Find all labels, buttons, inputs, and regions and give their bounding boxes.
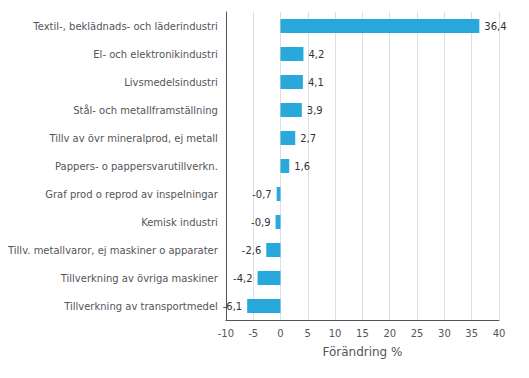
svg-text:El- och elektronikindustri: El- och elektronikindustri	[93, 49, 218, 60]
svg-text:-0,7: -0,7	[252, 189, 272, 200]
svg-text:36,4: 36,4	[484, 21, 506, 32]
svg-text:Graf prod o reprod av inspelni: Graf prod o reprod av inspelningar	[45, 189, 219, 200]
svg-text:35: 35	[465, 328, 478, 339]
svg-text:Tillverkning av övriga maskine: Tillverkning av övriga maskiner	[60, 273, 219, 284]
svg-text:4,1: 4,1	[308, 77, 324, 88]
svg-text:25: 25	[411, 328, 424, 339]
svg-text:Tillv av övr mineralprod, ej m: Tillv av övr mineralprod, ej metall	[48, 133, 217, 144]
svg-text:10: 10	[329, 328, 342, 339]
svg-text:Pappers- o pappersvarutillverk: Pappers- o pappersvarutillverkn.	[55, 161, 218, 172]
svg-text:20: 20	[383, 328, 396, 339]
svg-text:-2,6: -2,6	[242, 245, 262, 256]
svg-text:-10: -10	[218, 328, 234, 339]
svg-text:-5: -5	[248, 328, 258, 339]
svg-text:-6,1: -6,1	[223, 301, 243, 312]
svg-text:5: 5	[305, 328, 311, 339]
svg-text:2,7: 2,7	[300, 133, 316, 144]
svg-text:Tillv. metallvaror, ej maskine: Tillv. metallvaror, ej maskiner o appara…	[7, 245, 219, 256]
svg-text:Tillverkning av transportmedel: Tillverkning av transportmedel	[63, 301, 218, 312]
svg-text:Livsmedelsindustri: Livsmedelsindustri	[124, 77, 218, 88]
svg-text:-0,9: -0,9	[251, 217, 271, 228]
svg-text:3,9: 3,9	[307, 105, 323, 116]
svg-text:40: 40	[493, 328, 506, 339]
svg-text:-4,2: -4,2	[233, 273, 253, 284]
svg-text:Stål- och metallframställning: Stål- och metallframställning	[73, 104, 218, 116]
svg-text:4,2: 4,2	[308, 49, 324, 60]
svg-text:Textil-, beklädnads- och läder: Textil-, beklädnads- och läderindustri	[32, 21, 218, 32]
svg-text:0: 0	[277, 328, 283, 339]
svg-text:15: 15	[356, 328, 369, 339]
svg-text:1,6: 1,6	[294, 161, 310, 172]
svg-text:Förändring %: Förändring %	[322, 345, 402, 359]
svg-text:Kemisk industri: Kemisk industri	[141, 217, 218, 228]
svg-text:30: 30	[438, 328, 451, 339]
